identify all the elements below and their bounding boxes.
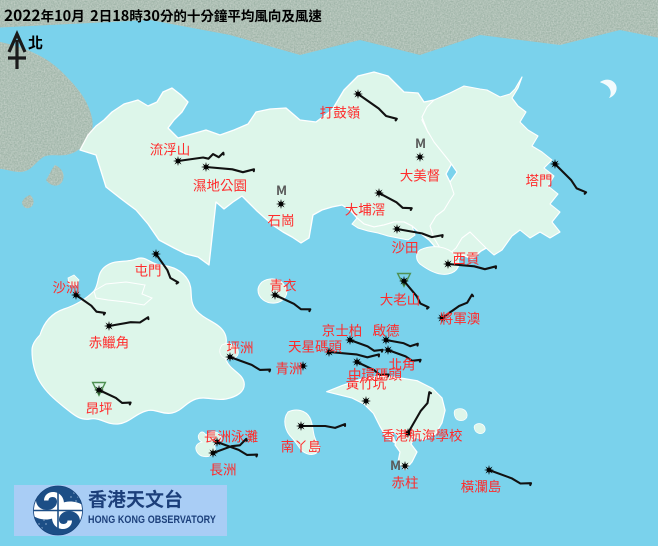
svg-text:青衣: 青衣 <box>270 275 297 295</box>
svg-text:坪洲: 坪洲 <box>227 337 254 357</box>
svg-text:赤柱: 赤柱 <box>392 472 419 492</box>
svg-text:濕地公園: 濕地公園 <box>193 175 247 195</box>
svg-text:啟德: 啟德 <box>373 320 400 340</box>
svg-text:長洲泳灘: 長洲泳灘 <box>204 426 258 446</box>
svg-text:HONG KONG OBSERVATORY: HONG KONG OBSERVATORY <box>88 514 216 526</box>
svg-text:昂坪: 昂坪 <box>86 398 113 418</box>
svg-text:大老山: 大老山 <box>380 289 421 309</box>
svg-text:長洲: 長洲 <box>210 459 237 479</box>
svg-text:大埔滘: 大埔滘 <box>345 199 386 219</box>
svg-text:將軍澳: 將軍澳 <box>440 308 481 328</box>
svg-text:南丫島: 南丫島 <box>281 436 322 456</box>
svg-text:大美督: 大美督 <box>400 165 441 185</box>
svg-text:香港天文台: 香港天文台 <box>88 485 183 512</box>
svg-text:塔門: 塔門 <box>526 170 553 190</box>
svg-text:M: M <box>276 180 287 199</box>
svg-text:橫瀾島: 橫瀾島 <box>461 476 502 496</box>
svg-text:石崗: 石崗 <box>268 210 295 230</box>
svg-text:香港航海學校: 香港航海學校 <box>382 425 463 445</box>
svg-text:青洲: 青洲 <box>276 358 303 378</box>
svg-text:流浮山: 流浮山 <box>150 139 191 159</box>
svg-text:赤鱲角: 赤鱲角 <box>89 332 130 352</box>
svg-text:M: M <box>415 133 426 152</box>
svg-text:沙洲: 沙洲 <box>53 277 80 297</box>
svg-text:沙田: 沙田 <box>392 237 419 257</box>
svg-text:西貢: 西貢 <box>453 248 480 268</box>
svg-text:黃竹坑: 黃竹坑 <box>346 373 387 393</box>
svg-text:天星碼頭: 天星碼頭 <box>288 336 342 356</box>
svg-text:屯門: 屯門 <box>135 260 162 280</box>
svg-text:打鼓嶺: 打鼓嶺 <box>320 102 361 122</box>
